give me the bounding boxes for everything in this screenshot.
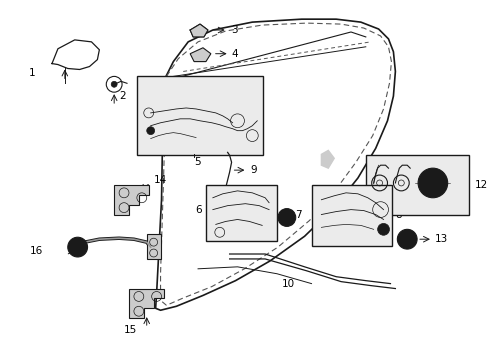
Text: 12: 12 [473, 180, 487, 190]
Circle shape [377, 224, 388, 235]
Text: 9: 9 [250, 165, 256, 175]
Polygon shape [129, 289, 163, 318]
Text: 2: 2 [119, 91, 125, 101]
Circle shape [397, 229, 416, 249]
Text: 1: 1 [28, 68, 35, 78]
Circle shape [68, 237, 87, 257]
Text: 14: 14 [153, 175, 166, 185]
Text: 4: 4 [231, 49, 238, 59]
Text: 3: 3 [231, 25, 238, 35]
Polygon shape [190, 48, 210, 62]
Bar [205, 185, 276, 241]
Bar [311, 185, 392, 246]
Text: 6: 6 [195, 204, 201, 215]
Polygon shape [114, 185, 148, 215]
Circle shape [277, 208, 295, 226]
Text: 11: 11 [344, 212, 357, 222]
Text: 8: 8 [395, 210, 401, 220]
Text: 5: 5 [194, 157, 200, 167]
Circle shape [74, 243, 81, 251]
Circle shape [417, 168, 447, 198]
Text: 16: 16 [30, 246, 43, 256]
Bar [365, 155, 468, 215]
Text: 7: 7 [294, 210, 301, 220]
Circle shape [111, 81, 117, 87]
Circle shape [146, 127, 154, 135]
Text: 13: 13 [434, 234, 447, 244]
Text: 15: 15 [124, 325, 137, 335]
Bar [137, 76, 263, 155]
Polygon shape [190, 24, 207, 37]
Polygon shape [146, 234, 160, 259]
Polygon shape [321, 150, 333, 168]
Text: 10: 10 [282, 279, 294, 289]
